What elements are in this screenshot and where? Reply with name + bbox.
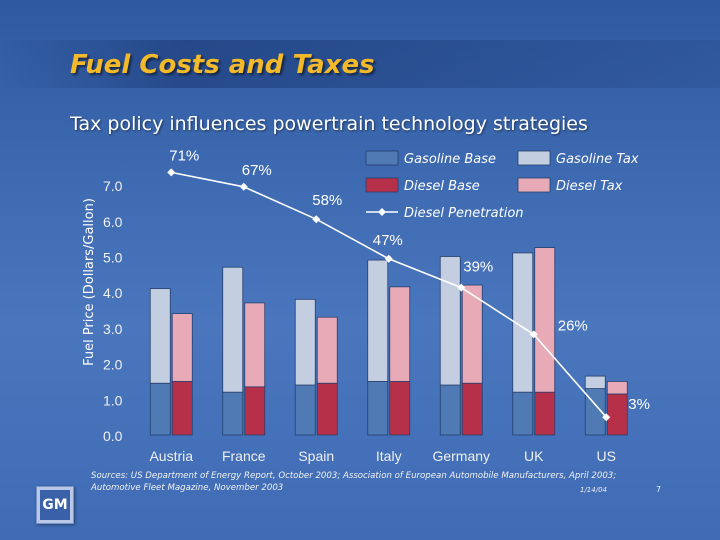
bar-diesel-tax [316,316,338,384]
bar-diesel-base [244,386,266,436]
slide-date: 1/14/04 [580,486,607,494]
bar-gasoline-tax [584,375,606,389]
y-tick-label: 5.0 [103,250,123,266]
bar-diesel-tax [171,313,193,382]
diesel-penetration-label: 47% [373,232,403,249]
x-tick-label: Italy [376,448,402,464]
y-tick-label: 3.0 [103,321,123,337]
diesel-penetration-point [312,215,321,224]
y-tick-label: 6.0 [103,214,123,230]
diesel-penetration-point [457,283,466,292]
sources-line-1: Sources: US Department of Energy Report,… [91,471,617,481]
legend-diesel-tax-text: Diesel Tax [556,179,623,194]
diesel-penetration-point [167,168,176,177]
legend-diesel-tax-swatch [517,177,551,193]
bar-diesel-base [534,391,556,436]
bar-gasoline-tax [439,256,461,386]
bar-diesel-base [606,393,628,436]
diesel-penetration-label: 58% [312,192,342,209]
legend-diesel-penetration-marker [378,208,386,216]
bar-gasoline-tax [512,252,534,393]
diesel-penetration-label: 26% [558,317,588,334]
x-tick-label: Austria [149,448,193,464]
y-axis-label: Fuel Price (Dollars/Gallon) [82,198,97,366]
bar-gasoline-tax [294,298,316,386]
bar-diesel-tax [606,381,628,395]
diesel-penetration-point [529,330,538,339]
bar-diesel-tax [244,302,266,388]
bar-gasoline-tax [149,288,171,384]
legend-gasoline-tax-text: Gasoline Tax [556,152,639,167]
sources-note: Sources: US Department of Energy Report,… [91,470,651,494]
bar-diesel-base [389,381,411,436]
y-tick-label: 2.0 [103,357,123,373]
legend-gasoline-base-text: Gasoline Base [404,152,496,167]
y-tick-label: 4.0 [103,285,123,301]
legend-diesel-base-text: Diesel Base [404,179,480,194]
gm-logo-text: GM [40,490,70,520]
legend-gasoline-base-swatch [365,150,399,166]
bar-gasoline-base [512,391,534,436]
diesel-penetration-label: 67% [242,162,272,179]
bar-gasoline-base [294,384,316,436]
x-tick-label: US [597,448,616,464]
legend-gasoline-tax-swatch [517,150,551,166]
bar-gasoline-tax [222,266,244,393]
bar-diesel-base [316,382,338,436]
bar-gasoline-base [222,391,244,436]
legend-diesel-penetration-text: Diesel Penetration [404,206,524,221]
bar-gasoline-base [439,384,461,436]
diesel-penetration-point [602,413,611,422]
bar-diesel-tax [534,247,556,393]
title-band [0,40,720,88]
bar-diesel-tax [461,284,483,384]
bar-diesel-tax [389,286,411,382]
bar-diesel-base [461,382,483,436]
gm-logo: GM [36,486,74,524]
x-tick-label: France [222,448,266,464]
x-tick-label: UK [524,448,544,464]
diesel-penetration-label: 71% [169,147,199,164]
legend-diesel-base-swatch [365,177,399,193]
bar-gasoline-base [367,381,389,436]
diesel-penetration-point [239,182,248,191]
diesel-penetration-label: 3% [628,396,650,413]
y-tick-label: 7.0 [103,178,123,194]
bar-gasoline-tax [367,259,389,382]
diesel-penetration-label: 39% [463,259,493,276]
bar-gasoline-base [149,382,171,436]
y-tick-label: 0.0 [103,428,123,444]
page-number: 7 [656,485,662,494]
x-tick-label: Germany [432,448,490,464]
diesel-penetration-point [384,254,393,263]
slide-title: Fuel Costs and Taxes [70,50,375,80]
x-tick-label: Spain [298,448,334,464]
y-tick-label: 1.0 [103,392,123,408]
sources-line-2: Automotive Fleet Magazine, November 2003 [91,483,284,493]
slide-subtitle: Tax policy influences powertrain technol… [70,113,588,135]
bar-diesel-base [171,381,193,436]
